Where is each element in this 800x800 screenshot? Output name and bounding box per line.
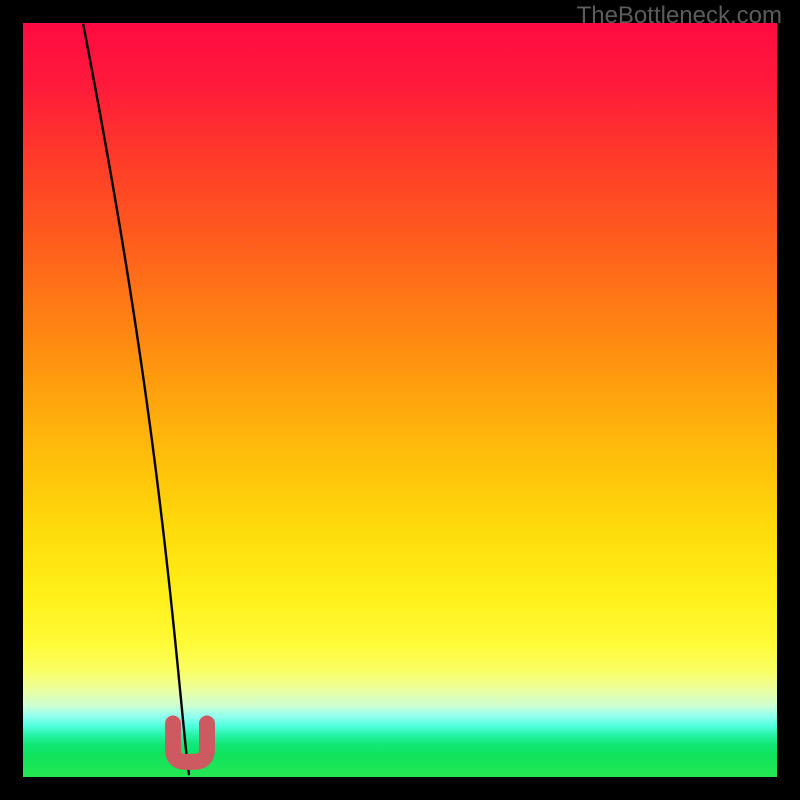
chart-background-gradient [23,23,777,777]
chart-plot-area [23,23,777,777]
chart-svg [23,23,777,777]
watermark-text: TheBottleneck.com [577,2,782,30]
